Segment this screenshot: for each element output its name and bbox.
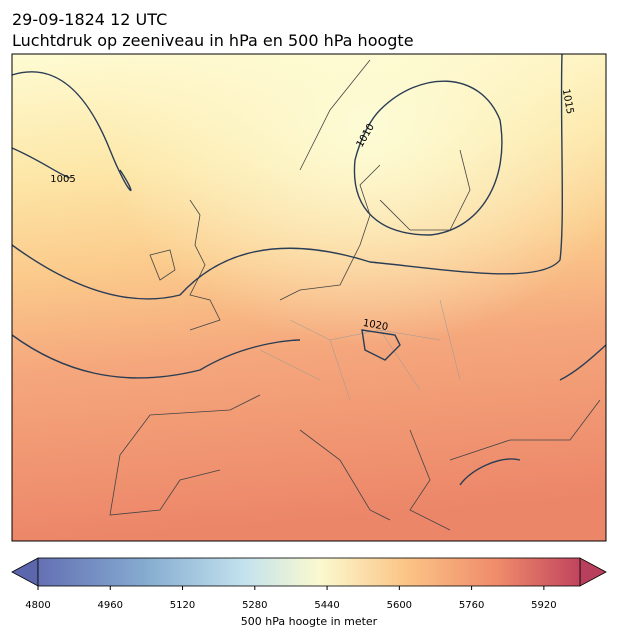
colorbar <box>11 557 607 587</box>
colorbar-tick-label: 5280 <box>242 600 267 611</box>
contour-label: 1020 <box>362 318 389 333</box>
map-frame <box>11 53 607 542</box>
subtitle: Luchtdruk op zeeniveau in hPa en 500 hPa… <box>12 31 414 50</box>
colorbar-label: 500 hPa hoogte in meter <box>241 615 378 628</box>
colorbar-extend-high <box>579 557 607 587</box>
contour-label: 1005 <box>50 174 75 185</box>
isobar <box>11 53 563 300</box>
colorbar-tick-label: 4960 <box>98 600 123 611</box>
isobar <box>11 71 132 192</box>
title: 29-09-1824 12 UTC <box>12 10 167 29</box>
map <box>11 53 607 542</box>
borders <box>259 299 461 401</box>
colorbar-tick-label: 5120 <box>170 600 195 611</box>
isobar <box>353 80 503 236</box>
height-field-ridge <box>12 54 606 541</box>
colorbar-extend-low <box>11 557 39 587</box>
contour-label: 1015 <box>560 88 575 115</box>
colorbar-tick-label: 5440 <box>314 600 339 611</box>
colorbar-tick-label: 5760 <box>459 600 484 611</box>
isobar <box>459 344 607 486</box>
colorbar-tick-label: 5600 <box>387 600 412 611</box>
colorbar-tick-label: 4800 <box>25 600 50 611</box>
isobar <box>361 329 401 361</box>
isobar <box>11 334 301 379</box>
colorbar-tick-label: 5920 <box>531 600 556 611</box>
colorbar-scale <box>37 557 581 587</box>
